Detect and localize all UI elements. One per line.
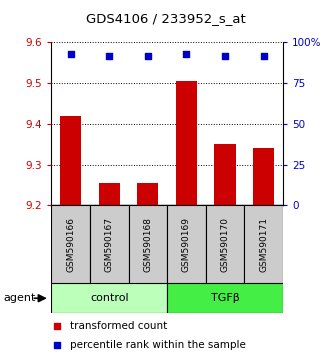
- Text: control: control: [90, 293, 128, 303]
- Text: GSM590169: GSM590169: [182, 217, 191, 272]
- Point: [261, 53, 266, 58]
- Text: GDS4106 / 233952_s_at: GDS4106 / 233952_s_at: [86, 12, 245, 25]
- Point: [222, 53, 228, 58]
- Point: [68, 51, 73, 57]
- Bar: [99, 183, 120, 205]
- Bar: [51, 205, 90, 283]
- Text: GSM590166: GSM590166: [66, 217, 75, 272]
- Point: [107, 53, 112, 58]
- Text: percentile rank within the sample: percentile rank within the sample: [70, 341, 246, 350]
- Bar: [60, 116, 81, 205]
- Point: [184, 51, 189, 57]
- Text: GSM590170: GSM590170: [220, 217, 230, 272]
- Point: [54, 323, 59, 329]
- Point: [54, 343, 59, 348]
- Bar: [253, 148, 274, 205]
- Text: transformed count: transformed count: [70, 321, 167, 331]
- Bar: [167, 205, 206, 283]
- Text: agent: agent: [3, 293, 36, 303]
- Bar: [244, 205, 283, 283]
- Bar: [128, 205, 167, 283]
- Bar: [167, 283, 283, 313]
- Text: GSM590171: GSM590171: [259, 217, 268, 272]
- Text: GSM590168: GSM590168: [143, 217, 152, 272]
- Text: GSM590167: GSM590167: [105, 217, 114, 272]
- Bar: [214, 144, 236, 205]
- Bar: [51, 283, 167, 313]
- Point: [145, 53, 151, 58]
- Bar: [137, 183, 159, 205]
- Text: TGFβ: TGFβ: [211, 293, 239, 303]
- Bar: [176, 81, 197, 205]
- Bar: [206, 205, 244, 283]
- Bar: [90, 205, 128, 283]
